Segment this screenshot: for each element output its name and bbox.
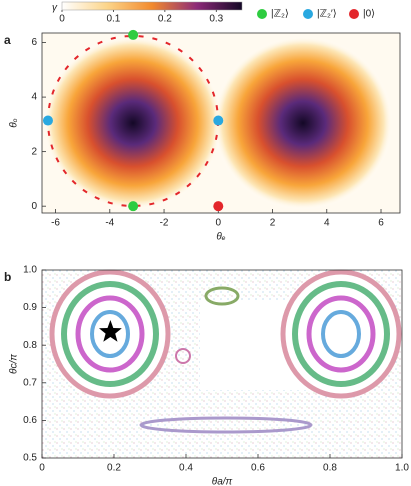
state-point [213,201,224,212]
x-axis-label: θₑ [216,232,225,243]
legend-swatch [349,9,359,19]
y-tick-label: 0 [31,201,37,212]
x-axis-label: θa/π [212,477,233,486]
panel-b-background [42,269,402,458]
colorbar-tick-label: 0.3 [209,14,223,25]
panel-a-background [42,33,400,213]
y-tick-label: 0.7 [23,377,37,388]
y-axis-label: θₒ [9,118,20,127]
x-tick-label: 0 [216,218,222,229]
x-tick-label: -2 [160,218,169,229]
x-tick-label: -4 [105,218,114,229]
x-tick-label: 0.2 [107,463,121,474]
legend-label: |ℤ₂′⟩ [317,9,337,20]
legend-swatch [303,9,313,19]
y-axis-label: θc/π [9,354,20,374]
colorbar-label: γ [52,3,58,14]
state-point [213,115,224,126]
x-tick-label: 0.8 [323,463,337,474]
y-tick-label: 0.8 [23,340,37,351]
x-tick-label: -6 [51,218,60,229]
legend-swatch [257,9,267,19]
colorbar-tick-label: 0.2 [158,14,172,25]
panel-label: a [4,33,11,47]
y-tick-label: 2 [31,146,37,157]
y-tick-label: 1.0 [23,265,37,276]
x-tick-label: 6 [378,218,384,229]
legend-label: |0⟩ [363,9,375,20]
y-tick-label: 0.5 [23,453,37,464]
y-tick-label: 0.6 [23,415,37,426]
x-tick-label: 2 [270,218,276,229]
panel-label: b [4,270,11,284]
plot-frame [41,269,403,459]
star-marker [99,320,122,342]
colorbar-tick-label: 0.1 [106,14,120,25]
y-tick-label: 4 [31,92,37,103]
y-tick-label: 6 [31,37,37,48]
legend-label: |ℤ₂⟩ [271,9,289,20]
x-tick-label: 0 [39,463,45,474]
colorbar [61,1,243,11]
state-point [128,201,139,212]
x-tick-label: 0.6 [251,463,265,474]
x-tick-label: 4 [324,218,330,229]
colorbar-tick-label: 0 [59,14,65,25]
plot-frame [41,32,401,214]
state-point [42,115,53,126]
y-tick-label: 0.9 [23,302,37,313]
state-point [128,29,139,40]
x-tick-label: 0.4 [179,463,193,474]
x-tick-label: 1.0 [395,463,409,474]
